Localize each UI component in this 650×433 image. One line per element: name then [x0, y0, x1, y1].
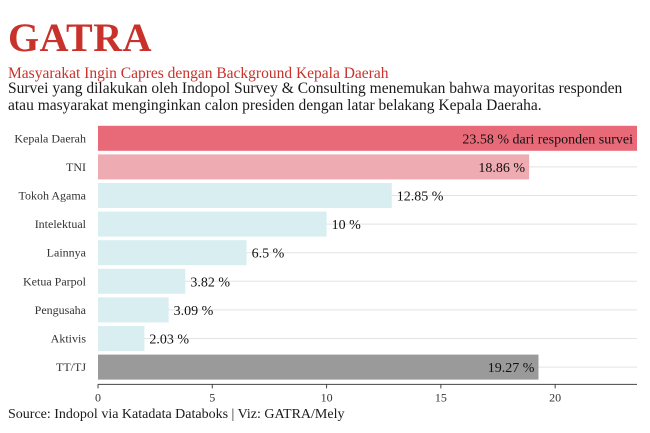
bar-chart: 23.58 % dari responden survei 18.86 % 12.8…	[14, 125, 637, 404]
category-label-tokoh-agama: Tokoh Agama	[19, 189, 87, 203]
data-label-lainnya: 6.5 %	[252, 247, 285, 262]
bar-ketua-parpol	[98, 268, 186, 294]
category-label-ketua-parpol: Ketua Parpol	[23, 274, 87, 288]
data-label-tni: 18.86 %	[478, 161, 525, 176]
subtitle-line-2: atau masyarakat menginginkan calon presi…	[8, 97, 542, 114]
bar-aktivis	[98, 326, 145, 351]
category-label-pengusaha: Pengusaha	[35, 303, 87, 317]
chart-subtitle: Survei yang dilakukan oleh Indopol Surve…	[8, 80, 650, 114]
data-label-intelektual: 10 %	[332, 218, 362, 233]
data-labels: 23.58 % dari responden survei 18.86 % 12.8…	[149, 132, 633, 376]
category-label-aktivis: Aktivis	[51, 332, 87, 346]
bars	[98, 125, 637, 380]
bar-tni	[98, 154, 530, 180]
data-label-kepala-daerah: 23.58 % dari responden survei	[462, 132, 633, 147]
subtitle-line-1: Survei yang dilakukan oleh Indopol Surve…	[8, 80, 623, 97]
x-tick-label: 10	[321, 390, 333, 404]
source-note: Source: Indopol via Katadata Databoks | …	[8, 407, 345, 422]
category-label-tni: TNI	[66, 160, 86, 174]
bar-pengusaha	[98, 297, 169, 323]
x-axis: 0 5 10 15 20	[95, 383, 637, 404]
category-label-lainnya: Lainnya	[47, 246, 87, 260]
bar-tt-tj	[98, 354, 539, 380]
x-tick-label: 15	[435, 390, 447, 404]
category-label-intelektual: Intelektual	[35, 217, 87, 231]
brand-logo: GATRA	[8, 15, 152, 60]
data-label-tokoh-agama: 12.85 %	[397, 190, 444, 205]
category-labels: Kepala Daerah TNI Tokoh Agama Intelektual La…	[14, 131, 86, 374]
category-label-tt-tj: TT/TJ	[56, 360, 86, 374]
bar-kepala-daerah	[98, 125, 637, 151]
bar-tokoh-agama	[98, 183, 392, 208]
x-tick-label: 20	[549, 390, 561, 404]
data-label-aktivis: 2.03 %	[149, 333, 189, 348]
data-label-pengusaha: 3.09 %	[174, 304, 214, 319]
data-label-ketua-parpol: 3.82 %	[190, 275, 230, 290]
bar-lainnya	[98, 240, 247, 266]
data-label-tt-tj: 19.27 %	[488, 361, 535, 376]
x-tick-label: 5	[209, 390, 215, 404]
chart-title: Masyarakat Ingin Capres dengan Backgroun…	[8, 65, 389, 82]
bar-intelektual	[98, 211, 327, 237]
x-tick-label: 0	[95, 390, 101, 404]
category-label-kepala-daerah: Kepala Daerah	[14, 131, 86, 145]
